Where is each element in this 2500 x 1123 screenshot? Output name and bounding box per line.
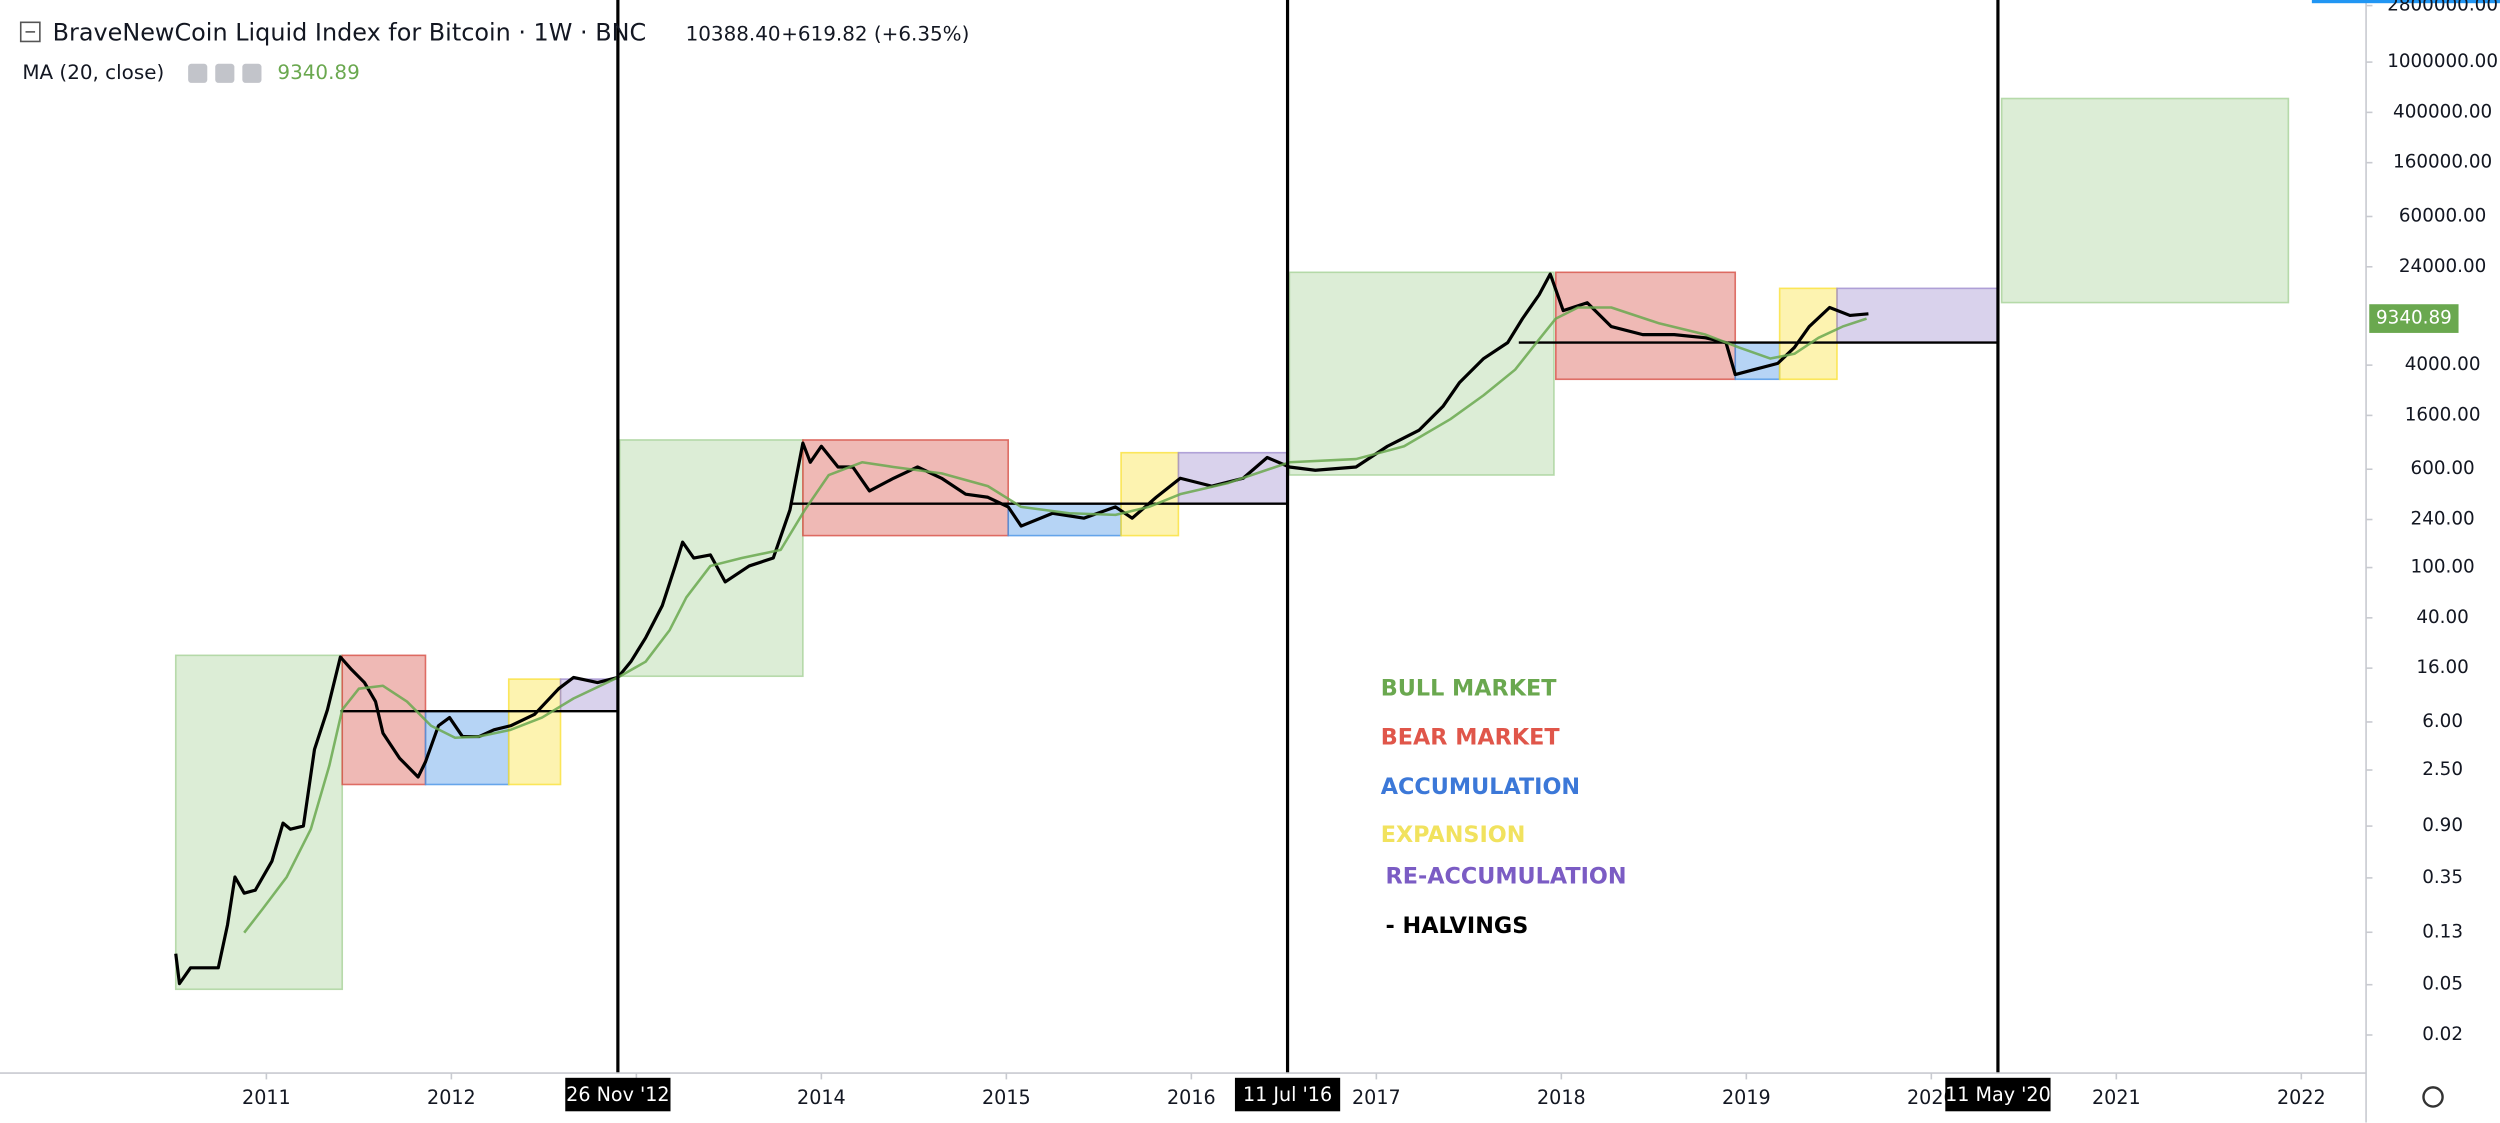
halving-label: 11 May '20	[1945, 1083, 2051, 1106]
ma-line	[243, 306, 1867, 934]
y-tick-label: 4000.00	[2405, 354, 2481, 375]
y-tick-label: 100.00	[2411, 557, 2475, 578]
market-phase-zone	[1288, 271, 1555, 476]
y-tick-label: 16.00	[2416, 657, 2468, 678]
y-tick-label: 0.90	[2422, 815, 2463, 836]
x-tick-label: 2017	[1352, 1086, 1401, 1109]
market-phase-zone	[1007, 502, 1122, 537]
y-tick-label: 60000.00	[2399, 205, 2486, 226]
y-tick-label: 0.13	[2422, 921, 2463, 942]
y-tick-label: 2.50	[2422, 759, 2463, 780]
market-phase-zone	[559, 678, 619, 712]
ma-value: 9340.89	[277, 61, 359, 84]
legend-entry: EXPANSION	[1381, 822, 1526, 848]
y-tick-label: 40.00	[2416, 607, 2468, 628]
market-phase-zone	[1555, 271, 1737, 381]
y-tick-label: 6.00	[2422, 711, 2463, 732]
plot	[174, 0, 2290, 1074]
close-button[interactable]	[242, 63, 262, 83]
y-tick-label: 2800000.00	[2387, 0, 2498, 16]
y-tick-label: 240.00	[2411, 509, 2475, 530]
ma-price-badge	[2369, 304, 2459, 333]
legend-entry: BULL MARKET	[1381, 675, 1558, 701]
halving-badge	[1945, 1077, 2051, 1112]
legend-entry: - HALVINGS	[1386, 913, 1529, 939]
settings-button[interactable]	[215, 63, 235, 83]
legend-entry: RE-ACCUMULATION	[1386, 863, 1627, 889]
ma-name: MA (20, close)	[22, 61, 164, 84]
y-tick-label: 160000.00	[2393, 152, 2492, 173]
y-tick-label: 0.02	[2422, 1024, 2463, 1045]
legend-entry: ACCUMULATION	[1381, 774, 1580, 800]
x-tick-label: 2022	[2277, 1086, 2326, 1109]
market-phase-zone	[341, 654, 427, 786]
settings-gear[interactable]	[2422, 1086, 2444, 1108]
y-tick-label: 1000000.00	[2387, 51, 2498, 72]
chart-title: BraveNewCoin Liquid Index for Bitcoin · …	[53, 18, 647, 46]
halving-label: 26 Nov '12	[566, 1083, 669, 1106]
market-phase-zone	[424, 710, 510, 786]
y-tick-label: 1600.00	[2405, 404, 2481, 425]
y-tick-label: 24000.00	[2399, 256, 2486, 277]
y-tick-label: 600.00	[2411, 458, 2475, 479]
x-tick-label: 2016	[1167, 1086, 1216, 1109]
halving-badge	[565, 1077, 671, 1112]
y-tick-label: 400000.00	[2393, 101, 2492, 122]
legend-entry: BEAR MARKET	[1381, 725, 1561, 751]
x-tick-label: 2018	[1537, 1086, 1586, 1109]
market-phase-zone	[2000, 97, 2290, 304]
x-tick-label: 2021	[2092, 1086, 2141, 1109]
y-tick-label: 0.05	[2422, 974, 2463, 995]
x-tick-label: 2014	[797, 1086, 846, 1109]
eye-button[interactable]	[188, 63, 208, 83]
indicator-buttons	[188, 63, 262, 83]
last-price: 10388.40	[686, 23, 781, 46]
top-bar	[2311, 0, 2500, 4]
collapse-button[interactable]	[19, 21, 41, 43]
y-tick-label: 0.35	[2422, 867, 2463, 888]
market-phase-zone	[802, 439, 1010, 537]
halving-badge	[1234, 1077, 1341, 1112]
ma-price-badge-label: 9340.89	[2376, 308, 2452, 329]
price-line	[174, 272, 1869, 986]
x-tick-label: 2012	[427, 1086, 476, 1109]
market-phase-zone	[174, 654, 344, 991]
halving-label: 11 Jul '16	[1243, 1083, 1332, 1106]
price-change: +619.82 (+6.35%)	[781, 23, 969, 46]
x-tick-label: 2011	[242, 1086, 291, 1109]
x-tick-label: 2019	[1722, 1086, 1771, 1109]
x-tick-label: 2015	[982, 1086, 1031, 1109]
x-tick-label: 2020	[1907, 1086, 1956, 1109]
market-phase-zone	[1120, 451, 1180, 537]
